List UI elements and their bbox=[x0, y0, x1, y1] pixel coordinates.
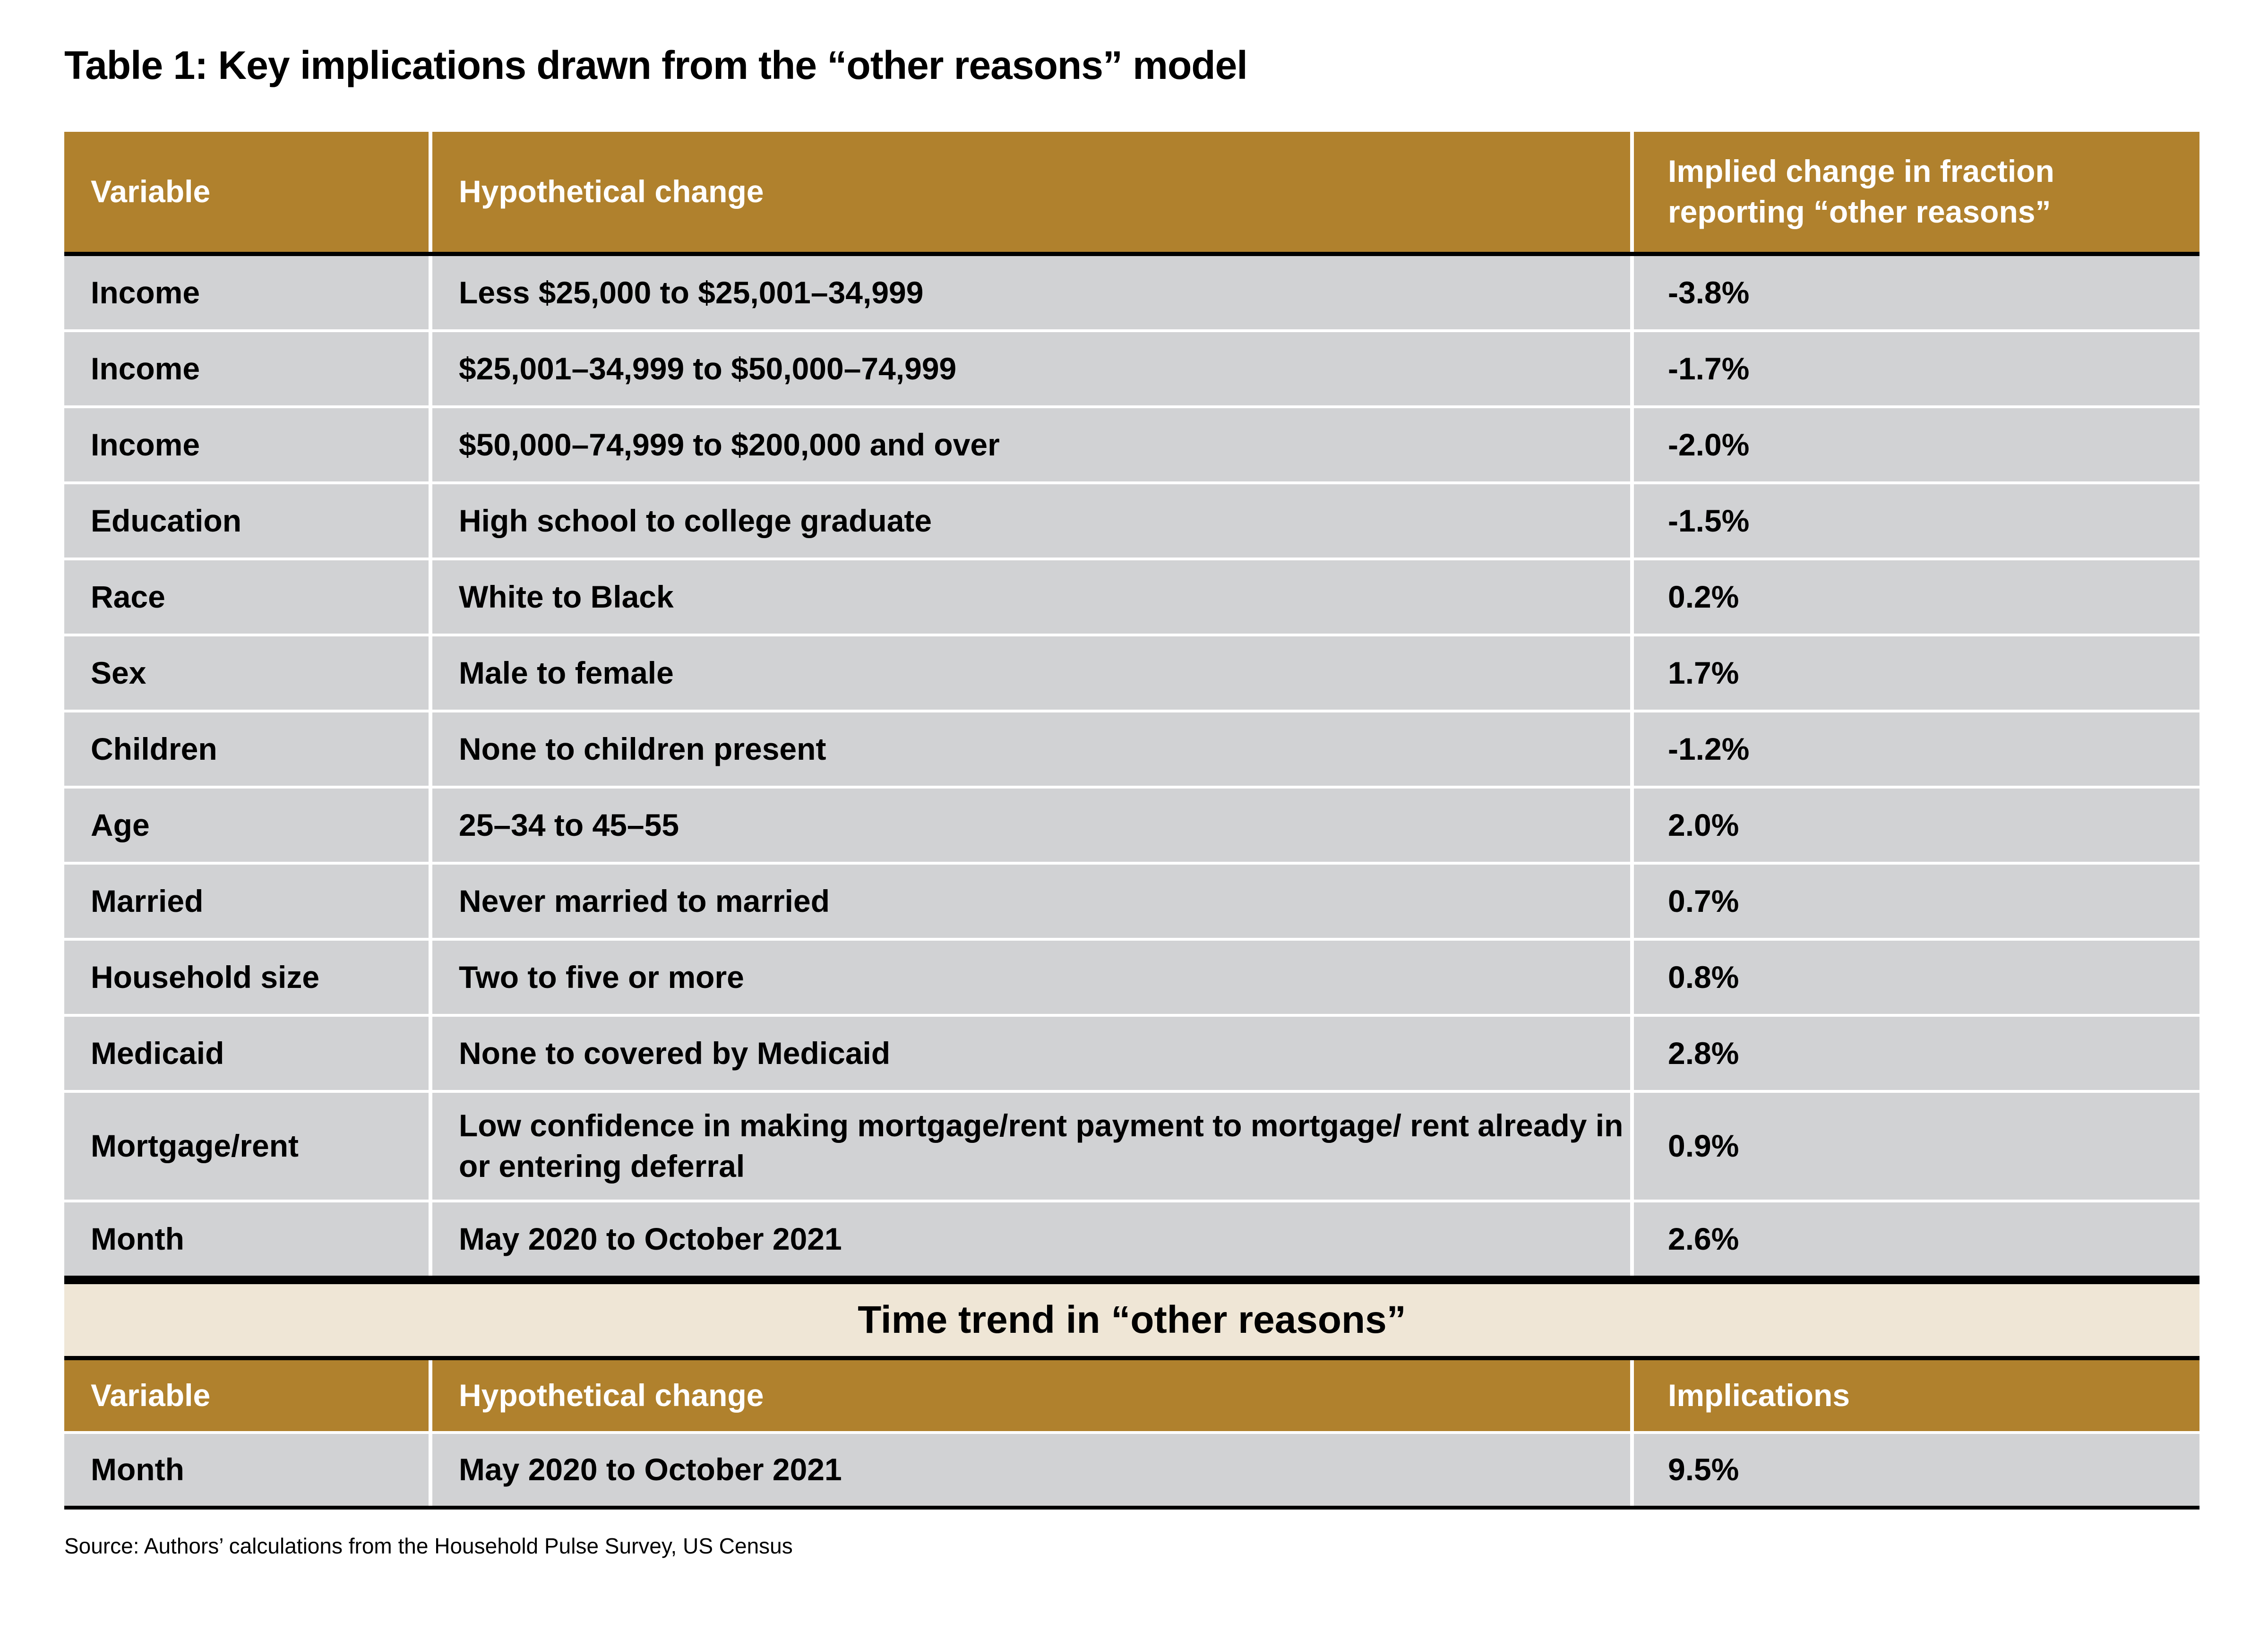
cell-implied-change: -2.0% bbox=[1630, 408, 2199, 481]
table-row: Mortgage/rent Low confidence in making mo… bbox=[64, 1093, 2199, 1200]
cell-hypothetical-change: $25,001–34,999 to $50,000–74,999 bbox=[429, 332, 1630, 405]
cell-implications: 9.5% bbox=[1630, 1434, 2199, 1506]
table-row: Month May 2020 to October 2021 2.6% bbox=[64, 1202, 2199, 1276]
table-header-row: Variable Hypothetical change Implied cha… bbox=[64, 132, 2199, 252]
cell-hypothetical-change: $50,000–74,999 to $200,000 and over bbox=[429, 408, 1630, 481]
section-divider bbox=[64, 1276, 2199, 1284]
header-variable: Variable bbox=[64, 1360, 429, 1431]
cell-variable: Mortgage/rent bbox=[64, 1093, 429, 1200]
table-row: Month May 2020 to October 2021 9.5% bbox=[64, 1434, 2199, 1506]
cell-hypothetical-change: May 2020 to October 2021 bbox=[429, 1202, 1630, 1276]
source-note: Source: Authors’ calculations from the H… bbox=[64, 1534, 793, 1558]
table-row: Sex Male to female 1.7% bbox=[64, 636, 2199, 710]
cell-variable: Income bbox=[64, 408, 429, 481]
cell-implied-change: -1.7% bbox=[1630, 332, 2199, 405]
header-implied-change: Implied change in fraction reporting “ot… bbox=[1630, 132, 2199, 252]
cell-implied-change: -1.5% bbox=[1630, 484, 2199, 558]
cell-implied-change: 0.8% bbox=[1630, 941, 2199, 1014]
cell-hypothetical-change: High school to college graduate bbox=[429, 484, 1630, 558]
cell-implied-change: 0.9% bbox=[1630, 1093, 2199, 1200]
cell-implied-change: 2.8% bbox=[1630, 1017, 2199, 1090]
cell-implied-change: -1.2% bbox=[1630, 712, 2199, 786]
cell-variable: Children bbox=[64, 712, 429, 786]
implications-table: Variable Hypothetical change Implied cha… bbox=[64, 132, 2199, 1510]
table-row: Income Less $25,000 to $25,001–34,999 -3.8… bbox=[64, 256, 2199, 329]
cell-implied-change: 0.7% bbox=[1630, 865, 2199, 938]
cell-hypothetical-change: White to Black bbox=[429, 560, 1630, 634]
cell-hypothetical-change: Less $25,000 to $25,001–34,999 bbox=[429, 256, 1630, 329]
cell-variable: Age bbox=[64, 789, 429, 862]
cell-variable: Medicaid bbox=[64, 1017, 429, 1090]
table-row: Household size Two to five or more 0.8% bbox=[64, 941, 2199, 1014]
table-row: Race White to Black 0.2% bbox=[64, 560, 2199, 634]
table-row: Children None to children present -1.2% bbox=[64, 712, 2199, 786]
cell-implied-change: 0.2% bbox=[1630, 560, 2199, 634]
table-row: Medicaid None to covered by Medicaid 2.8% bbox=[64, 1017, 2199, 1090]
cell-variable: Income bbox=[64, 256, 429, 329]
cell-hypothetical-change: May 2020 to October 2021 bbox=[429, 1434, 1630, 1506]
cell-variable: Sex bbox=[64, 636, 429, 710]
time-trend-title: Time trend in “other reasons” bbox=[64, 1284, 2199, 1360]
bottom-rule bbox=[64, 1506, 2199, 1510]
cell-variable: Month bbox=[64, 1434, 429, 1506]
cell-implied-change: -3.8% bbox=[1630, 256, 2199, 329]
cell-implied-change: 1.7% bbox=[1630, 636, 2199, 710]
cell-variable: Education bbox=[64, 484, 429, 558]
cell-implied-change: 2.0% bbox=[1630, 789, 2199, 862]
cell-variable: Married bbox=[64, 865, 429, 938]
table-row: Education High school to college graduate… bbox=[64, 484, 2199, 558]
header-rule bbox=[64, 252, 2199, 256]
cell-hypothetical-change: 25–34 to 45–55 bbox=[429, 789, 1630, 862]
table-row: Age 25–34 to 45–55 2.0% bbox=[64, 789, 2199, 862]
cell-variable: Month bbox=[64, 1202, 429, 1276]
cell-hypothetical-change: Never married to married bbox=[429, 865, 1630, 938]
table-row: Income $25,001–34,999 to $50,000–74,999 -1… bbox=[64, 332, 2199, 405]
cell-hypothetical-change: Low confidence in making mortgage/rent p… bbox=[429, 1093, 1630, 1200]
cell-hypothetical-change: Two to five or more bbox=[429, 941, 1630, 1014]
table-title: Table 1: Key implications drawn from the… bbox=[64, 43, 1248, 87]
cell-implied-change: 2.6% bbox=[1630, 1202, 2199, 1276]
cell-hypothetical-change: Male to female bbox=[429, 636, 1630, 710]
header-variable: Variable bbox=[64, 132, 429, 252]
header-implications: Implications bbox=[1630, 1360, 2199, 1431]
cell-variable: Income bbox=[64, 332, 429, 405]
header-hypothetical-change: Hypothetical change bbox=[429, 1360, 1630, 1431]
cell-hypothetical-change: None to children present bbox=[429, 712, 1630, 786]
cell-variable: Race bbox=[64, 560, 429, 634]
cell-variable: Household size bbox=[64, 941, 429, 1014]
table-row: Income $50,000–74,999 to $200,000 and ove… bbox=[64, 408, 2199, 481]
time-trend-header-row: Variable Hypothetical change Implication… bbox=[64, 1360, 2199, 1431]
header-hypothetical-change: Hypothetical change bbox=[429, 132, 1630, 252]
table-row: Married Never married to married 0.7% bbox=[64, 865, 2199, 938]
cell-hypothetical-change: None to covered by Medicaid bbox=[429, 1017, 1630, 1090]
